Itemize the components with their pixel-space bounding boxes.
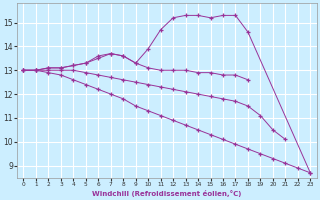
X-axis label: Windchill (Refroidissement éolien,°C): Windchill (Refroidissement éolien,°C) <box>92 190 242 197</box>
